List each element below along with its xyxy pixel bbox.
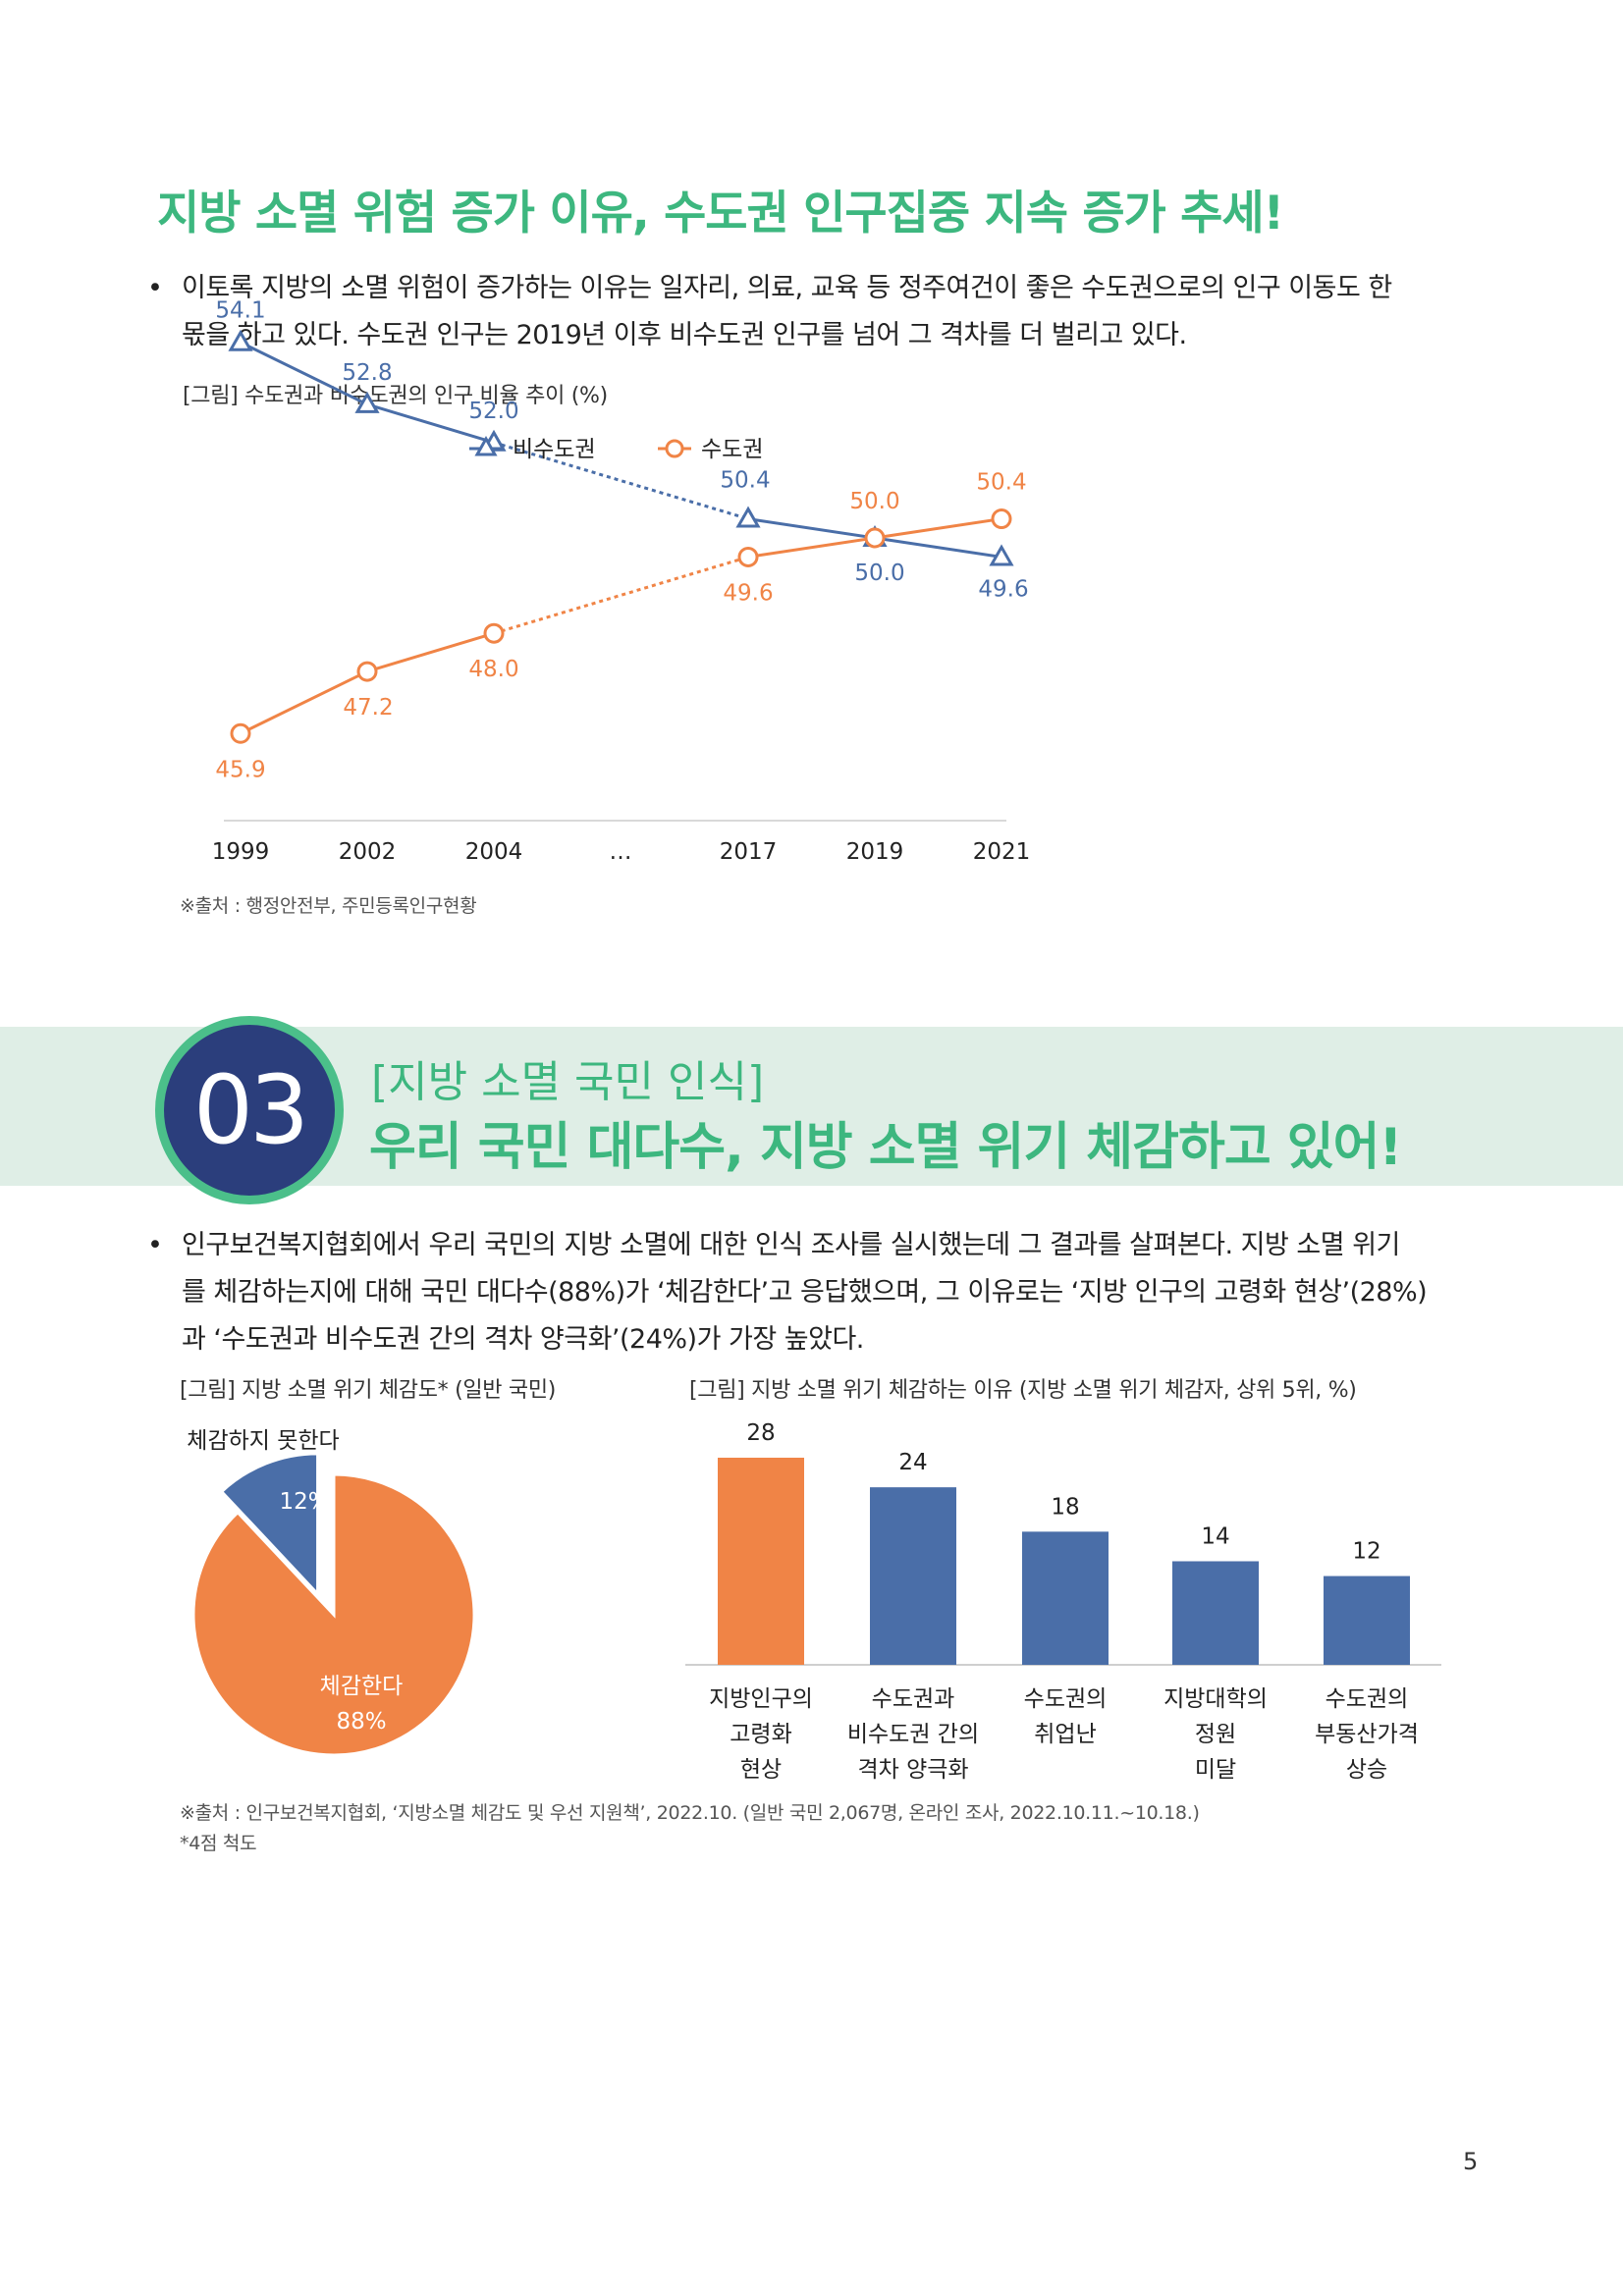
- data-point-triangle: [735, 506, 761, 528]
- bar: [870, 1487, 956, 1665]
- x-tick-label: 2017: [720, 839, 778, 865]
- data-point-triangle: [354, 391, 380, 413]
- data-label: 47.2: [343, 695, 393, 721]
- x-tick-label: 2021: [973, 839, 1031, 865]
- series-dashed-segment: [493, 441, 749, 520]
- bar-category-label: 지방대학의: [1163, 1686, 1268, 1712]
- bar-category-label: 비수도권 간의: [847, 1722, 979, 1747]
- bar-category-label: 고령화: [730, 1722, 791, 1747]
- series-line-segment: [366, 402, 495, 445]
- bar-value-label: 28: [746, 1420, 775, 1446]
- bar-value-label: 14: [1201, 1524, 1229, 1550]
- line-chart-caption: [그림] 수도권과 비수도권의 인구 비율 추이 (%): [183, 384, 608, 408]
- data-label: 54.1: [215, 298, 265, 324]
- paragraph-line: 몫을 하고 있다. 수도권 인구는 2019년 이후 비수도권 인구를 넘어 그…: [182, 320, 1187, 350]
- bar-category-label: 정원: [1195, 1722, 1236, 1747]
- pie-slice-small: [219, 1452, 320, 1598]
- bullet-marker: •: [147, 1230, 163, 1260]
- paragraph-line: 과 ‘수도권과 비수도권 간의 격차 양극화’(24%)가 가장 높았다.: [182, 1324, 864, 1355]
- section-number-badge: 03: [155, 1016, 344, 1204]
- population-ratio-line-chart: 1999 2002 2004 … 2017 2019 2021 54.1 52.8 52.0 50.…: [212, 298, 1031, 865]
- series-line-segment: [874, 536, 1002, 559]
- bar-value-label: 18: [1051, 1494, 1079, 1520]
- section-title: 우리 국민 대다수, 지방 소멸 위기 체감하고 있어!: [369, 1118, 1402, 1177]
- x-tick-label: 2004: [465, 839, 523, 865]
- bar-category-label: 부동산가격: [1315, 1722, 1419, 1747]
- legend-triangle-icon: [474, 435, 498, 456]
- data-label: 52.8: [342, 360, 392, 386]
- data-label: 45.9: [215, 757, 265, 782]
- data-point-circle: [483, 622, 505, 644]
- series-line-segment: [747, 517, 876, 540]
- section-heading: 지방 소멸 위험 증가 이유, 수도권 인구집중 지속 증가 추세!: [157, 187, 1284, 240]
- bar-category-label: 수도권과: [872, 1686, 955, 1712]
- series-line-segment: [366, 631, 495, 673]
- legend-label: 비수도권: [513, 437, 596, 462]
- data-point-circle: [991, 508, 1012, 530]
- paragraph-line: 를 체감하는지에 대해 국민 대다수(88%)가 ‘체감한다’고 응답했으며, …: [182, 1277, 1428, 1308]
- data-point-circle: [356, 661, 378, 682]
- x-tick-label: …: [610, 839, 632, 865]
- x-tick-label: 1999: [212, 839, 270, 865]
- survey-footnote: *4점 척도: [180, 1833, 257, 1854]
- pie-chart-caption: [그림] 지방 소멸 위기 체감도* (일반 국민): [180, 1378, 557, 1403]
- series-line-segment: [747, 536, 876, 559]
- paragraph-line: 이토록 지방의 소멸 위험이 증가하는 이유는 일자리, 의료, 교육 등 정주…: [182, 273, 1392, 303]
- data-label: 50.4: [720, 468, 770, 494]
- legend-circle-icon: [665, 439, 684, 458]
- survey-source: ※출처 : 인구보건복지협회, ‘지방소멸 체감도 및 우선 지원책’, 202…: [180, 1802, 1200, 1824]
- data-point-circle: [230, 722, 251, 744]
- data-label: 52.0: [468, 399, 518, 424]
- bar: [1022, 1531, 1109, 1665]
- intro-paragraph: • 이토록 지방의 소멸 위험이 증가하는 이유는 일자리, 의료, 교육 등 …: [147, 265, 1488, 359]
- page-number: 5: [1463, 2148, 1479, 2175]
- bar-value-label: 24: [898, 1450, 927, 1475]
- x-tick-label: 2002: [339, 839, 397, 865]
- series-dashed-segment: [493, 556, 749, 635]
- line-chart-source: ※출처 : 행정안전부, 주민등록인구현황: [180, 895, 477, 917]
- bullet-marker: •: [147, 273, 163, 303]
- pie-slice-label: 체감한다: [320, 1674, 404, 1699]
- bar: [1324, 1575, 1410, 1665]
- bar-category-label: 수도권의: [1325, 1686, 1409, 1712]
- pie-slice-large: [191, 1472, 476, 1757]
- x-tick-label: 2019: [846, 839, 904, 865]
- data-label: 50.0: [854, 561, 904, 586]
- data-label: 49.6: [978, 576, 1028, 602]
- bar: [718, 1458, 804, 1665]
- data-label: 49.6: [723, 580, 773, 606]
- series-line-segment: [874, 517, 1002, 540]
- data-point-circle: [864, 527, 886, 549]
- pie-value-label: 12%: [279, 1489, 329, 1515]
- data-point-triangle: [989, 544, 1014, 566]
- bar-category-label: 미달: [1195, 1757, 1236, 1783]
- data-label: 50.0: [849, 489, 899, 514]
- pie-value-label: 88%: [336, 1709, 386, 1735]
- bar-category-label: 현상: [740, 1757, 782, 1783]
- legend-label: 수도권: [701, 437, 763, 462]
- bar-category-label: 격차 양극화: [857, 1757, 968, 1783]
- data-label: 50.4: [976, 470, 1026, 496]
- paragraph-line: 인구보건복지협회에서 우리 국민의 지방 소멸에 대한 인식 조사를 실시했는데…: [182, 1230, 1400, 1260]
- bar-category-label: 지방인구의: [709, 1686, 813, 1712]
- bar: [1172, 1561, 1259, 1665]
- data-point-circle: [737, 546, 759, 567]
- bar-value-label: 12: [1352, 1539, 1380, 1565]
- series-line-segment: [240, 669, 368, 735]
- survey-paragraph: • 인구보건복지협회에서 우리 국민의 지방 소멸에 대한 인식 조사를 실시했…: [147, 1222, 1488, 1363]
- series-line-segment: [240, 341, 368, 406]
- pie-slice-label: 체감하지 못한다: [187, 1428, 339, 1454]
- bar-category-label: 취업난: [1034, 1722, 1096, 1747]
- bar-category-label: 수도권의: [1024, 1686, 1108, 1712]
- bar-category-label: 상승: [1346, 1757, 1387, 1783]
- section-subtitle: [지방 소멸 국민 인식]: [371, 1057, 765, 1107]
- data-label: 48.0: [468, 657, 518, 682]
- data-point-triangle: [228, 329, 253, 351]
- bar-chart-caption: [그림] 지방 소멸 위기 체감하는 이유 (지방 소멸 위기 체감자, 상위 …: [689, 1378, 1357, 1403]
